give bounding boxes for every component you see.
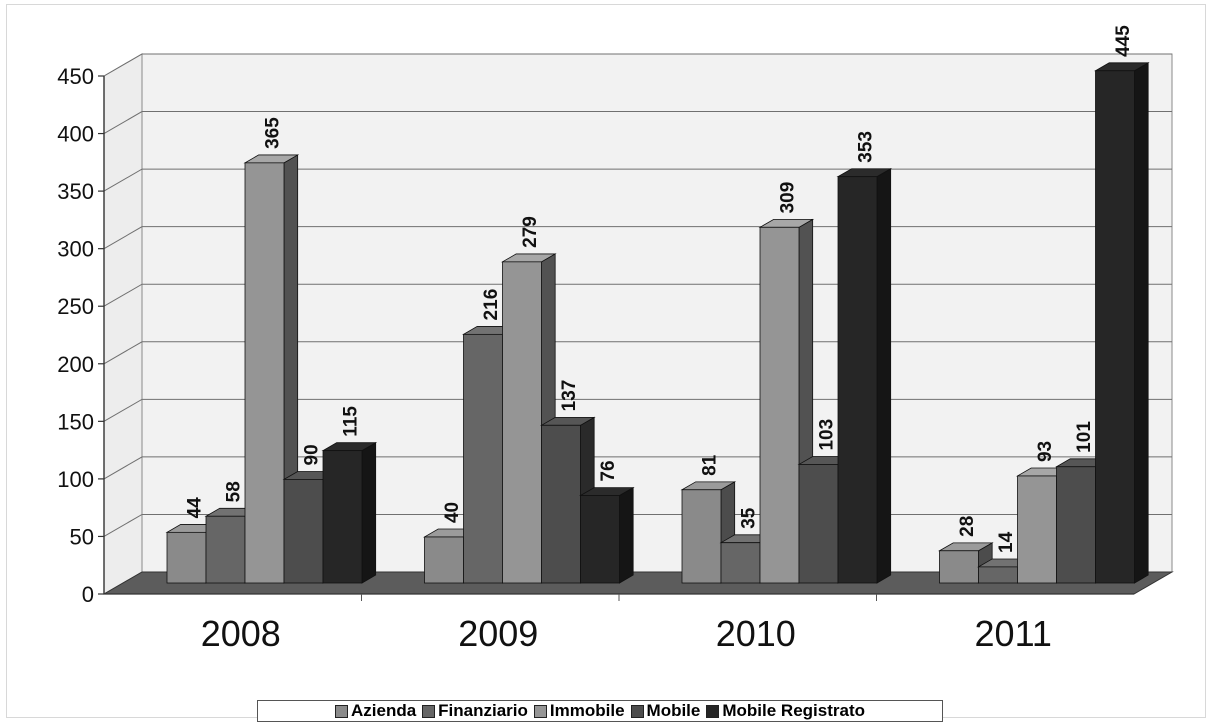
- legend-label-finanziario: Finanziario: [438, 701, 528, 720]
- gridline: [103, 341, 1172, 365]
- gridline: [103, 398, 1172, 422]
- legend-label-mobile: Mobile: [646, 701, 701, 720]
- legend-swatch-mobile-registrato: [706, 704, 720, 718]
- bar-side-mobile-registrato-2008: [361, 442, 377, 584]
- data-label-finanziario-2010: 35: [739, 507, 760, 529]
- legend-label-immobile: Immobile: [549, 701, 625, 720]
- legend-item-azienda: Azienda: [334, 701, 417, 721]
- bar-azienda-2008: [166, 531, 207, 584]
- legend-swatch-finanziario: [422, 704, 436, 718]
- data-label-azienda-2009: 40: [442, 502, 463, 523]
- data-label-mobile-registrato-2011: 445: [1113, 25, 1134, 57]
- bar-finanziario-2008: [205, 515, 246, 584]
- legend-item-immobile: Immobile: [533, 701, 625, 721]
- gridline: [103, 283, 1172, 307]
- legend-label-azienda: Azienda: [350, 701, 417, 720]
- data-label-mobile-2009: 137: [559, 380, 580, 412]
- bar-immobile-2011: [1017, 475, 1057, 584]
- bar-mobile-2008: [283, 478, 324, 584]
- data-label-azienda-2008: 44: [185, 497, 206, 519]
- y-tick-label: 50: [70, 524, 94, 549]
- data-label-mobile-2008: 90: [302, 444, 323, 465]
- data-label-azienda-2011: 28: [957, 516, 978, 537]
- data-label-finanziario-2011: 14: [996, 531, 1017, 553]
- category-label-2011: 2011: [975, 613, 1052, 654]
- data-label-immobile-2009: 279: [520, 216, 541, 248]
- bar-mobile-registrato-2008: [322, 450, 363, 584]
- bar-immobile-2010: [759, 226, 800, 584]
- category-label-2009: 2009: [458, 613, 538, 654]
- bar-mobile-registrato-2010: [837, 176, 878, 584]
- gridline: [103, 168, 1172, 192]
- gridline: [103, 111, 1172, 134]
- data-label-mobile-registrato-2008: 115: [341, 406, 362, 437]
- data-label-immobile-2011: 93: [1035, 441, 1056, 462]
- legend-swatch-mobile: [630, 704, 644, 718]
- bar-finanziario-2011: [978, 566, 1018, 584]
- data-label-finanziario-2008: 58: [224, 481, 245, 502]
- data-label-immobile-2010: 309: [778, 182, 799, 214]
- bar-mobile-2011: [1056, 466, 1096, 584]
- side-wall: [103, 53, 143, 595]
- data-label-mobile-2011: 101: [1074, 421, 1095, 453]
- bar-mobile-registrato-2011: [1095, 70, 1135, 584]
- category-label-2008: 2008: [201, 613, 281, 654]
- bar-mobile-2010: [798, 464, 839, 584]
- bar-side-mobile-registrato-2011: [1134, 62, 1149, 584]
- gridline: [103, 226, 1172, 250]
- y-tick-label: 150: [57, 409, 94, 434]
- bar-azienda-2011: [939, 550, 979, 584]
- legend-item-mobile: Mobile: [630, 701, 701, 721]
- bar-mobile-2009: [541, 424, 581, 584]
- legend-swatch-azienda: [334, 704, 348, 718]
- y-tick-label: 0: [82, 582, 94, 607]
- legend-label-mobile-registrato: Mobile Registrato: [722, 701, 865, 720]
- y-tick-label: 200: [57, 352, 94, 377]
- bar-immobile-2009: [502, 261, 542, 584]
- y-tick-label: 400: [57, 122, 94, 147]
- data-label-immobile-2008: 365: [263, 117, 284, 149]
- y-tick-label: 100: [57, 467, 94, 492]
- data-label-azienda-2010: 81: [700, 454, 721, 476]
- category-label-2010: 2010: [716, 613, 796, 654]
- y-tick-label: 350: [57, 179, 94, 204]
- gridline: [103, 53, 1172, 77]
- data-label-mobile-registrato-2009: 76: [598, 460, 619, 481]
- y-tick-label: 250: [57, 294, 94, 319]
- bar-mobile-registrato-2009: [580, 495, 620, 584]
- legend-swatch-immobile: [533, 704, 547, 718]
- data-label-finanziario-2009: 216: [481, 289, 502, 321]
- bar-finanziario-2009: [463, 333, 503, 584]
- legend: Azienda Finanziario Immobile Mobile Mobi…: [257, 700, 943, 722]
- legend-item-finanziario: Finanziario: [422, 701, 528, 721]
- bar-azienda-2010: [681, 489, 722, 584]
- bar-side-mobile-registrato-2009: [619, 486, 634, 584]
- bar-finanziario-2010: [720, 542, 761, 584]
- data-label-mobile-2010: 103: [817, 419, 838, 451]
- y-tick-label: 450: [57, 64, 94, 89]
- data-label-mobile-registrato-2010: 353: [856, 131, 877, 163]
- bar-immobile-2008: [244, 162, 285, 584]
- legend-item-mobile-registrato: Mobile Registrato: [706, 701, 865, 721]
- bar-azienda-2009: [424, 536, 464, 584]
- y-tick-label: 300: [57, 237, 94, 262]
- bar-side-mobile-registrato-2010: [876, 168, 892, 584]
